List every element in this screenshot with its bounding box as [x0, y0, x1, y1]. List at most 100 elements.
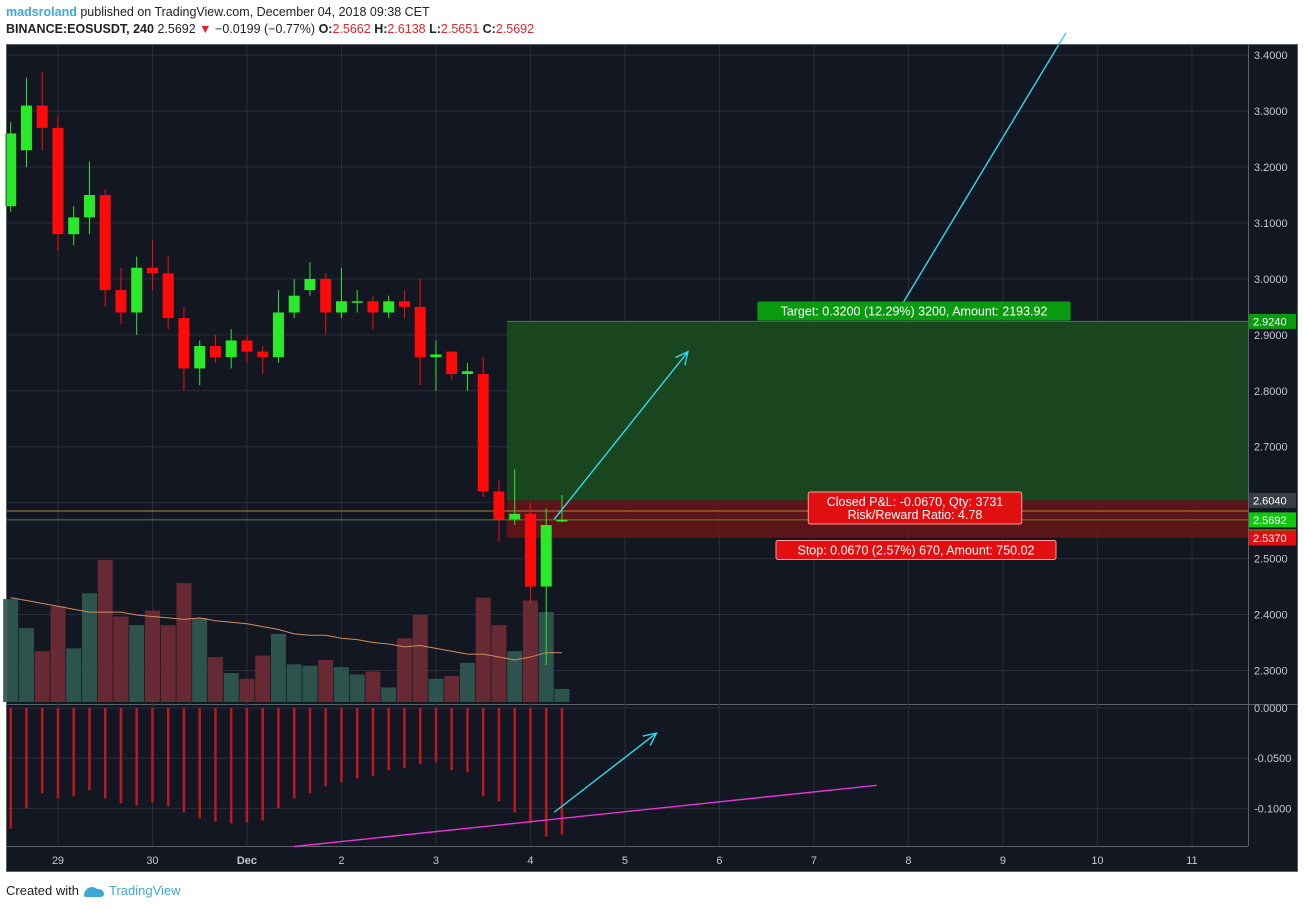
label-box [807, 491, 1023, 525]
volume-bar [18, 628, 34, 702]
price-tag-text: 2.6040 [1253, 495, 1287, 507]
volume-bar [3, 599, 19, 702]
volume-bar [176, 583, 192, 702]
volume-bar [333, 667, 349, 702]
arrow-shaft [553, 351, 689, 520]
volume-bar [396, 638, 412, 702]
price-tick-label: 2.9000 [1254, 330, 1288, 342]
volume-bars [3, 559, 570, 702]
price-tag-stop [1249, 530, 1296, 546]
candle-body [194, 346, 206, 369]
open-label: O: [318, 22, 333, 36]
chart-border [6, 44, 1298, 872]
date-tick-label: 3 [433, 855, 439, 867]
date-tick-label: 4 [527, 855, 533, 867]
oscillator-tick-label: -0.0500 [1254, 753, 1291, 765]
publish-line: madsroland published on TradingView.com,… [6, 5, 430, 19]
candle-body [178, 318, 190, 369]
volume-bar [428, 678, 444, 702]
oscillator-tick-label: -0.1000 [1254, 803, 1291, 815]
volume-bar [270, 633, 286, 702]
high-value: 2.6138 [387, 22, 426, 36]
volume-bar [491, 625, 507, 702]
low-value: 2.5651 [440, 22, 480, 36]
candle-body [509, 513, 521, 520]
price-tag-target [1249, 313, 1296, 329]
candle-body [288, 295, 300, 313]
candle-body [115, 290, 127, 313]
date-tick-label: 8 [905, 855, 911, 867]
volume-bar [286, 664, 302, 702]
price-tick-label: 3.3000 [1254, 106, 1288, 118]
oscillator-grid: 0.0000 -0.0500 -0.1000 [6, 703, 1291, 815]
candle-body [335, 301, 347, 313]
volume-bar [160, 625, 176, 702]
publish-info: published on TradingView.com, December 0… [76, 5, 430, 19]
volume-bar [129, 625, 145, 702]
candle-body [320, 278, 332, 313]
volume-bar [349, 674, 365, 702]
candle-body [241, 340, 253, 352]
oscillator-arrow [553, 732, 658, 813]
volume-bar [97, 559, 113, 702]
open-value: 2.5662 [332, 22, 371, 36]
candle-body [162, 273, 174, 319]
price-tick-label: 3.0000 [1254, 274, 1288, 286]
high-label: H: [374, 22, 388, 36]
candle-body [257, 351, 269, 358]
candle-body [5, 133, 17, 207]
label-text: Stop: 0.0670 (2.57%) 670, Amount: 750.02 [798, 544, 1035, 558]
label-text: Risk/Reward Ratio: 4.78 [848, 508, 983, 522]
price-arrow [553, 350, 689, 520]
arrow-shaft [553, 732, 657, 813]
candle-body [540, 525, 552, 587]
volume-bar [223, 673, 239, 702]
volume-bar [302, 665, 318, 702]
volume-bar [34, 651, 50, 702]
date-tick-label: 7 [811, 855, 817, 867]
tradingview-brand-link[interactable]: TradingView [108, 883, 181, 898]
price-tick-label: 3.1000 [1254, 218, 1288, 230]
price-tag-entry [1249, 492, 1296, 508]
candles [5, 71, 568, 665]
date-tick-label: 6 [716, 855, 722, 867]
author-link[interactable]: madsroland [6, 5, 77, 19]
volume-bar [507, 651, 523, 702]
price-change: −0.0199 (−0.77%) [215, 22, 316, 36]
footer: Created with TradingView [6, 883, 181, 898]
candle-body [398, 301, 410, 307]
price-tag-text: 2.5370 [1253, 533, 1287, 545]
target-label: Target: 0.3200 (12.29%) 3200, Amount: 21… [757, 301, 1071, 321]
price-tag-text: 2.5692 [1253, 515, 1287, 527]
candle-body [461, 371, 473, 374]
target-zone [506, 321, 1248, 501]
date-tick-label: 2 [338, 855, 344, 867]
date-tick-label: 11 [1186, 855, 1197, 867]
volume-bar [239, 678, 255, 702]
volume-bar [554, 688, 570, 702]
date-tick-label: 29 [52, 855, 64, 867]
volume-bar [144, 610, 160, 702]
candle-body [83, 195, 95, 218]
oscillator-histogram [9, 708, 564, 837]
close-value: 2.5692 [495, 22, 535, 36]
tradingview-logo-icon [83, 886, 104, 897]
candle-body [36, 105, 48, 128]
price-tick-label: 3.4000 [1254, 50, 1288, 62]
volume-bar [113, 616, 129, 702]
volume-bar [66, 648, 82, 702]
candle-body [414, 306, 426, 358]
candle-body [351, 301, 363, 303]
arrow-head [675, 350, 689, 366]
volume-bar [192, 617, 208, 702]
candle-body [99, 195, 111, 291]
price-tick-label: 2.3000 [1254, 665, 1288, 677]
candle-body [20, 105, 32, 151]
trend-line [899, 32, 1067, 308]
symbol-line: BINANCE:EOSUSDT, 240 2.5692 ▼ −0.0199 (−… [6, 22, 534, 36]
last-price: 2.5692 [157, 22, 196, 36]
candle-body [493, 491, 505, 520]
candle-body [209, 346, 221, 358]
